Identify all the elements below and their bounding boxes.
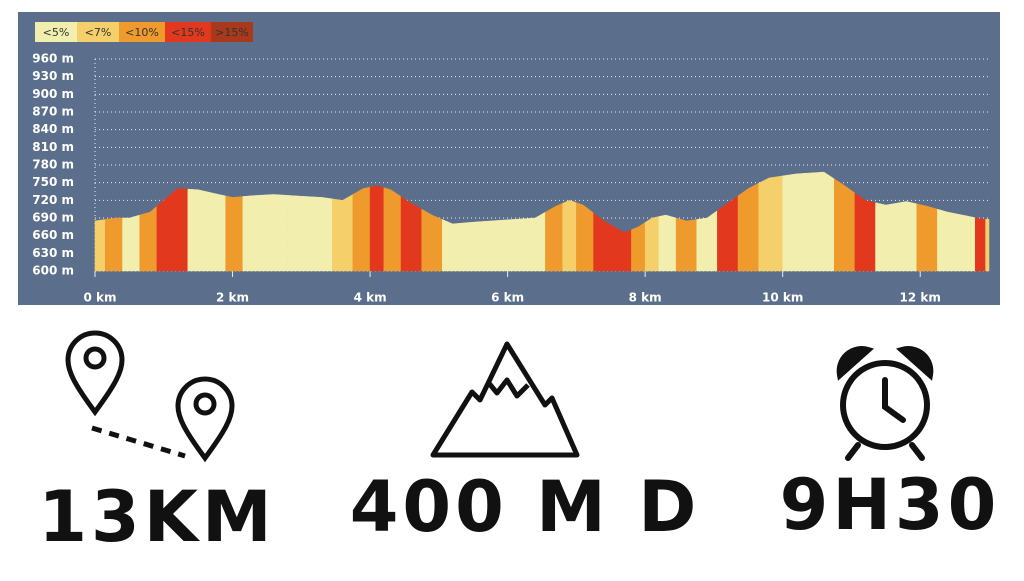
profile-strip [139, 205, 158, 272]
y-tick-label: 720 m [32, 193, 74, 207]
legend-swatch [165, 22, 211, 42]
profile-strip [675, 217, 697, 272]
profile-strip [122, 214, 140, 272]
profile-strip [400, 196, 422, 272]
y-tick-label: 810 m [32, 140, 74, 154]
legend-swatch [211, 22, 253, 42]
profile-strip [521, 211, 546, 272]
x-tick-label: 4 km [354, 291, 387, 305]
profile-strip [809, 171, 835, 272]
profile-strip [758, 175, 783, 272]
x-tick-label: 8 km [629, 291, 662, 305]
profile-strip [105, 217, 123, 272]
stat-duration: 9H30 [780, 464, 1001, 546]
profile-strip [442, 219, 464, 272]
legend-swatch [77, 22, 119, 42]
profile-strip [957, 213, 976, 272]
profile-strip [875, 202, 897, 272]
y-tick-label: 840 m [32, 122, 74, 136]
profile-strip [717, 195, 739, 272]
profile-strip [187, 188, 209, 272]
legend-label: <5% [43, 26, 70, 39]
x-tick-label: 0 km [83, 291, 116, 305]
legend-label: <10% [125, 26, 159, 39]
y-tick-label: 750 m [32, 175, 74, 189]
profile-strip [916, 203, 938, 272]
profile-strip [170, 188, 189, 272]
profile-strip [287, 195, 312, 272]
y-tick-label: 870 m [32, 105, 74, 119]
profile-strip [242, 194, 264, 272]
route-icon [65, 330, 235, 463]
legend-swatch [35, 22, 77, 42]
y-tick-label: 660 m [32, 228, 74, 242]
profile-strip [263, 194, 288, 272]
legend-label: >15% [215, 26, 249, 39]
profile-strip [658, 214, 677, 272]
profile-strip [421, 208, 443, 272]
y-tick-label: 900 m [32, 87, 74, 101]
x-tick-label: 6 km [491, 291, 524, 305]
y-tick-label: 930 m [32, 69, 74, 83]
profile-strip [208, 191, 226, 272]
chart: <5% <7% <10% <15% >15% 600 m 630 m 660 m 690 m 72… [32, 22, 990, 305]
profile-strip [854, 192, 876, 272]
profile-strip [974, 217, 986, 272]
profile-strip [576, 202, 594, 272]
profile-strip [644, 216, 660, 272]
x-tick-label: 2 km [216, 291, 249, 305]
profile-strip [834, 178, 856, 272]
legend-swatch [119, 22, 165, 42]
profile-strip [369, 185, 385, 272]
profile-strip [631, 221, 646, 272]
x-tick-label: 12 km [900, 291, 941, 305]
profile-strip [985, 218, 990, 272]
profile-strip [383, 187, 402, 272]
profile-strip [613, 226, 632, 272]
profile-strip [490, 218, 522, 272]
y-tick-label: 630 m [32, 246, 74, 260]
profile-strip [156, 193, 171, 272]
mountain-icon [430, 341, 580, 458]
profile-strip [225, 195, 244, 272]
x-tick-label: 10 km [762, 291, 803, 305]
y-tick-label: 780 m [32, 158, 74, 172]
profile-strip [562, 200, 577, 272]
profile-strip [895, 201, 918, 272]
legend-label: <15% [171, 26, 205, 39]
profile-strip [352, 186, 371, 272]
profile-strip [311, 196, 333, 272]
y-tick-label: 960 m [32, 52, 74, 66]
profile-strip [782, 172, 811, 272]
profile-strip [462, 220, 491, 272]
stat-elevation-gain: 400 M D [350, 466, 701, 548]
profile-strip [696, 210, 718, 272]
y-tick-label: 690 m [32, 211, 74, 225]
profile-strip [332, 194, 354, 272]
y-tick-label: 600 m [32, 264, 74, 278]
profile-strip [94, 219, 106, 272]
legend-label: <7% [85, 26, 112, 39]
profile-strip [737, 182, 759, 272]
profile-strip [545, 202, 563, 272]
profile-strip [593, 212, 615, 272]
stat-distance: 13KM [38, 476, 275, 558]
profile-strip [937, 208, 959, 272]
clock-icon [836, 346, 934, 461]
